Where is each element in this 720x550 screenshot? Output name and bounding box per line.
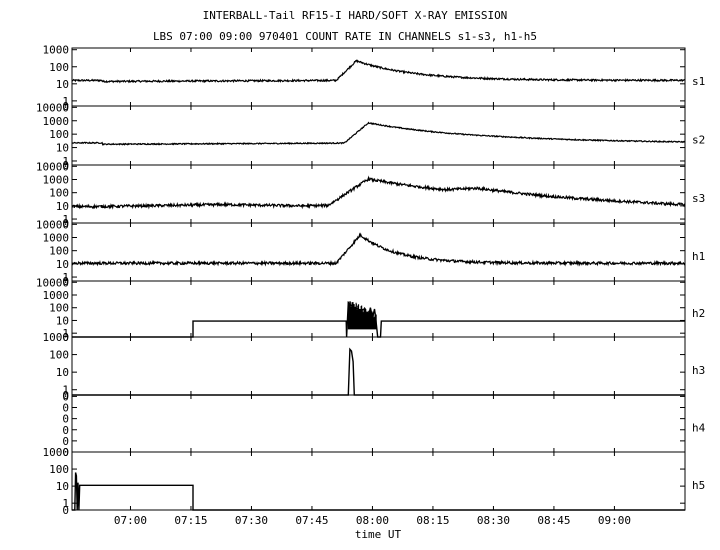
panel-frame [71, 222, 686, 282]
series-s3 [71, 175, 685, 210]
y-tick-label: 1 [62, 213, 69, 226]
y-tick-label: 0 [62, 331, 69, 344]
panel-frame [71, 394, 686, 453]
y-tick-label: 100 [49, 245, 69, 258]
y-tick-label: 10 [56, 258, 69, 271]
y-tick-label: 1000 [43, 446, 70, 459]
y-tick-label: 1000 [43, 115, 70, 128]
y-tick-label: 1 [62, 327, 69, 340]
chart-subtitle: LBS 07:00 09:00 970401 COUNT RATE IN CHA… [153, 30, 537, 43]
y-tick-label: 1000 [43, 289, 70, 302]
channel-label: s1 [692, 75, 705, 88]
x-tick-label: 07:45 [295, 514, 328, 527]
x-tick-label: 08:30 [477, 514, 510, 527]
x-tick-label: 08:00 [356, 514, 389, 527]
x-tick-label: 07:15 [174, 514, 207, 527]
x-tick-label: 08:45 [537, 514, 570, 527]
y-tick-label: 10 [56, 480, 69, 493]
x-axis: 07:00 07:15 07:30 07:45 08:00 08:15 08:30 08:45… [114, 48, 631, 527]
series-h5 [72, 472, 685, 511]
y-tick-label: 1000 [43, 44, 70, 57]
y-tick-label: 0 [62, 424, 69, 437]
panel-frame [71, 47, 686, 107]
y-tick-label: 0 [62, 159, 69, 172]
series-s1 [71, 59, 686, 84]
series-h2-burst [347, 301, 377, 330]
y-tick-label: 0 [62, 435, 69, 448]
panel-frame [71, 164, 686, 224]
y-tick-label: 100 [49, 349, 69, 362]
channel-label: h5 [692, 479, 705, 492]
y-tick-label: 1 [62, 95, 69, 108]
x-tick-label: 09:00 [598, 514, 631, 527]
y-tick-label: 0 [62, 275, 69, 288]
y-tick-label: 10 [56, 142, 69, 155]
y-tick-label: 10000 [36, 160, 69, 173]
channel-label: h2 [692, 307, 705, 320]
series-h1 [71, 232, 686, 267]
y-tick-label: 0 [62, 402, 69, 415]
x-axis-label: time UT [355, 528, 402, 541]
y-tick-label: 0 [62, 389, 69, 402]
channel-label: h1 [692, 250, 705, 263]
y-tick-label: 100 [49, 128, 69, 141]
y-tick-label: 1 [62, 155, 69, 168]
y-tick-label: 0 [62, 217, 69, 230]
series-h2 [72, 301, 685, 338]
channel-label: h4 [692, 422, 706, 435]
y-tick-label: 1000 [43, 232, 70, 245]
x-tick-label: 07:00 [114, 514, 147, 527]
panel-frame [71, 105, 686, 166]
channel-label: s2 [692, 134, 705, 147]
y-tick-label: 1 [62, 497, 69, 510]
y-tick-label: 1000 [43, 174, 70, 187]
chart-panels: 10001001010s11000010001001010s2100001000… [36, 44, 706, 517]
y-tick-label: 10 [56, 366, 69, 379]
y-tick-label: 0 [62, 504, 69, 517]
panel-frame [71, 451, 686, 511]
x-tick-label: 08:15 [416, 514, 449, 527]
y-tick-label: 0 [62, 446, 69, 459]
y-tick-label: 0 [62, 100, 69, 113]
y-tick-label: 0 [62, 413, 69, 426]
channel-label: h3 [692, 364, 705, 377]
y-tick-label: 1 [62, 271, 69, 284]
y-tick-label: 100 [49, 61, 69, 74]
x-tick-label: 07:30 [235, 514, 268, 527]
panel-frame [71, 280, 686, 338]
chart-title: INTERBALL-Tail RF15-I HARD/SOFT X-RAY EM… [203, 9, 508, 22]
y-tick-label: 10000 [36, 276, 69, 289]
y-tick-label: 10 [56, 200, 69, 213]
channel-label: s3 [692, 192, 705, 205]
y-tick-label: 1000 [43, 331, 70, 344]
series-h3 [72, 347, 685, 396]
y-tick-label: 10000 [36, 101, 69, 114]
series-s2 [71, 121, 686, 146]
y-tick-label: 10 [56, 78, 69, 91]
y-tick-label: 100 [49, 302, 69, 315]
y-tick-label: 100 [49, 187, 69, 200]
y-tick-label: 10 [56, 314, 69, 327]
y-tick-label: 100 [49, 463, 69, 476]
y-tick-label: 0 [62, 390, 69, 403]
y-tick-label: 1 [62, 384, 69, 397]
panel-s1: 1000 100 10 10 s1 [43, 44, 706, 113]
y-tick-label: 10000 [36, 218, 69, 231]
panel-frame [71, 336, 686, 396]
